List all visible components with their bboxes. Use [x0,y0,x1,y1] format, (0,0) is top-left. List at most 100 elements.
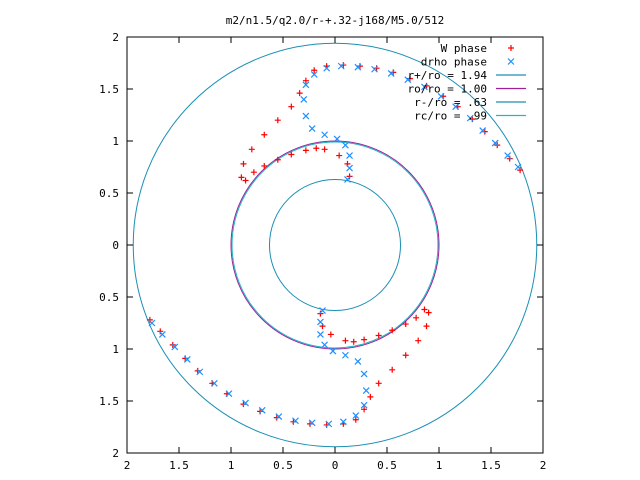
point-s0-62 [361,336,368,343]
point-s1-34 [275,413,283,421]
y-tick-label-0: 2 [112,447,119,460]
point-s1-18 [308,125,316,132]
point-s0-7 [423,82,430,89]
circle-0 [132,42,538,448]
point-s1-11 [354,63,362,71]
y-tick-label-4: 0 [112,239,119,252]
legend-label-0: W phase [441,42,487,55]
legend-label-3: ro/ro = 1.00 [408,83,487,96]
point-s0-37 [182,355,189,362]
point-s1-6 [437,92,445,100]
point-s1-10 [371,65,378,73]
point-s1-23 [346,164,353,172]
point-s1-19 [321,131,329,139]
point-s0-14 [311,67,318,74]
point-s1-33 [258,406,266,414]
point-s1-46 [321,341,329,349]
point-s1-29 [196,368,204,376]
y-tick-label-1: 1.5 [99,395,119,408]
point-s0-0 [517,167,524,174]
point-s1-9 [387,69,395,77]
point-s1-1 [504,152,512,159]
point-s0-53 [402,352,409,359]
point-s0-27 [288,151,295,158]
chart-title: m2/n1.5/q2.0/r-+.32-j168/M5.0/512 [226,14,445,27]
point-s0-63 [350,338,357,345]
point-s0-1 [506,155,513,162]
point-s0-11 [356,63,363,70]
point-s1-15 [302,81,310,89]
legend-label-2: r+/ro = 1.94 [408,69,488,82]
point-s0-41 [240,401,247,408]
point-s1-27 [171,343,179,351]
point-s0-26 [274,156,281,163]
point-s1-44 [341,351,349,359]
point-s1-7 [421,83,428,91]
point-s1-3 [479,127,487,135]
point-s1-38 [339,418,347,426]
point-s0-30 [321,146,328,153]
point-s1-12 [337,62,345,70]
point-s1-37 [325,420,333,428]
point-s1-35 [292,417,299,425]
point-s0-28 [302,147,309,154]
point-s1-14 [310,71,318,78]
point-s1-31 [225,390,233,398]
point-s1-17 [302,112,310,120]
y-axis: 2 1.5 1 0.5 0 0.5 1 1.5 2 [99,31,543,460]
point-s1-16 [300,95,308,103]
point-s1-24 [344,176,351,183]
point-s0-52 [389,366,396,373]
point-s0-48 [352,416,359,423]
point-s0-3 [481,128,488,135]
point-s0-12 [340,62,347,69]
point-s1-8 [404,76,412,84]
point-s1-22 [346,152,353,159]
y-tick-label-6: 1 [112,135,119,148]
point-s1-2 [491,139,499,147]
x-tick-label-5: 0.5 [377,459,397,472]
point-s1-25 [148,319,156,327]
circle-3 [231,141,439,349]
point-s0-54 [415,337,422,344]
point-s0-34 [146,316,153,323]
legend-label-1: drho phase [421,56,487,69]
point-s0-10 [373,65,380,72]
legend-label-4: r-/ro = .63 [414,96,487,109]
point-s1-41 [362,387,370,395]
x-tick-label-1: 1.5 [169,459,189,472]
point-s1-30 [210,379,218,387]
point-s0-25 [261,162,268,169]
point-s0-35 [157,328,164,335]
series-points [146,62,524,428]
point-s1-20 [333,135,341,143]
point-s0-8 [406,75,413,82]
point-s0-24 [250,169,257,176]
legend-label-5: rc/ro = .99 [414,110,487,123]
x-axis: 2 1.5 1 0.5 0 0.5 1 1.5 2 [124,37,546,472]
point-s0-56 [425,309,432,316]
point-s0-42 [257,408,264,415]
point-s1-32 [242,399,249,407]
point-s0-51 [375,380,382,387]
circle-2 [268,178,402,312]
point-s1-36 [308,419,316,427]
point-s0-22 [238,174,245,181]
point-s1-40 [360,401,368,409]
y-tick-label-2: 1 [112,343,119,356]
point-s0-38 [194,367,201,374]
point-s1-43 [354,358,362,365]
point-s0-31 [336,152,343,159]
point-s0-64 [342,337,349,344]
point-s1-47 [317,331,324,338]
y-tick-label-3: 0.5 [99,291,119,304]
point-s1-48 [317,318,324,326]
point-s1-49 [319,307,326,314]
point-s1-0 [514,163,522,171]
y-tick-label-8: 2 [112,31,119,44]
point-s0-55 [423,323,430,330]
point-s1-42 [360,370,368,378]
point-s1-26 [158,331,166,338]
